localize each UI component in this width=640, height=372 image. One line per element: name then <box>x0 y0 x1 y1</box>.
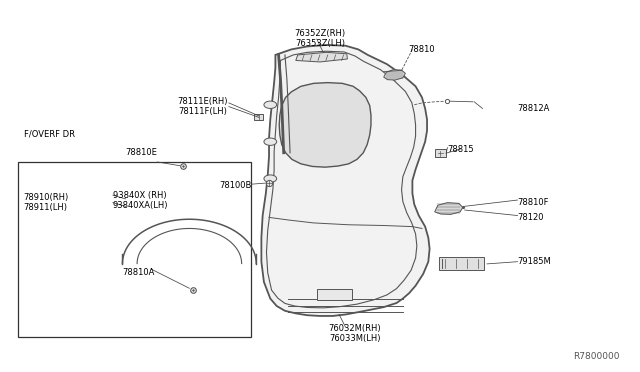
Text: F/OVERF DR: F/OVERF DR <box>24 130 75 139</box>
Text: 78910(RH)
78911(LH): 78910(RH) 78911(LH) <box>24 193 69 212</box>
Polygon shape <box>384 70 405 80</box>
Text: 78100B: 78100B <box>220 182 252 190</box>
Text: 78120: 78120 <box>518 213 544 222</box>
Text: 78815: 78815 <box>447 145 474 154</box>
Polygon shape <box>261 45 429 316</box>
Text: 78812A: 78812A <box>518 104 550 113</box>
Text: R7800000: R7800000 <box>573 352 620 361</box>
Text: 78810A: 78810A <box>122 268 155 277</box>
Text: 78810E: 78810E <box>125 148 157 157</box>
Circle shape <box>264 101 276 109</box>
Bar <box>317 289 352 301</box>
Circle shape <box>264 175 276 182</box>
Text: 76352Z(RH)
76353Z(LH): 76352Z(RH) 76353Z(LH) <box>294 29 346 48</box>
Text: 76032M(RH)
76033M(LH): 76032M(RH) 76033M(LH) <box>329 324 381 343</box>
Bar <box>18 162 250 337</box>
Bar <box>254 113 263 120</box>
Circle shape <box>264 138 276 145</box>
Text: 93840X (RH)
93840XA(LH): 93840X (RH) 93840XA(LH) <box>113 191 168 211</box>
Bar <box>438 257 484 270</box>
Text: 79185M: 79185M <box>518 257 551 266</box>
Polygon shape <box>435 203 463 214</box>
Bar <box>435 149 446 157</box>
Polygon shape <box>296 52 348 62</box>
Text: 78810F: 78810F <box>518 198 549 207</box>
Polygon shape <box>279 83 371 167</box>
Text: 78810: 78810 <box>409 45 435 54</box>
Text: 78111E(RH)
78111F(LH): 78111E(RH) 78111F(LH) <box>177 97 228 116</box>
